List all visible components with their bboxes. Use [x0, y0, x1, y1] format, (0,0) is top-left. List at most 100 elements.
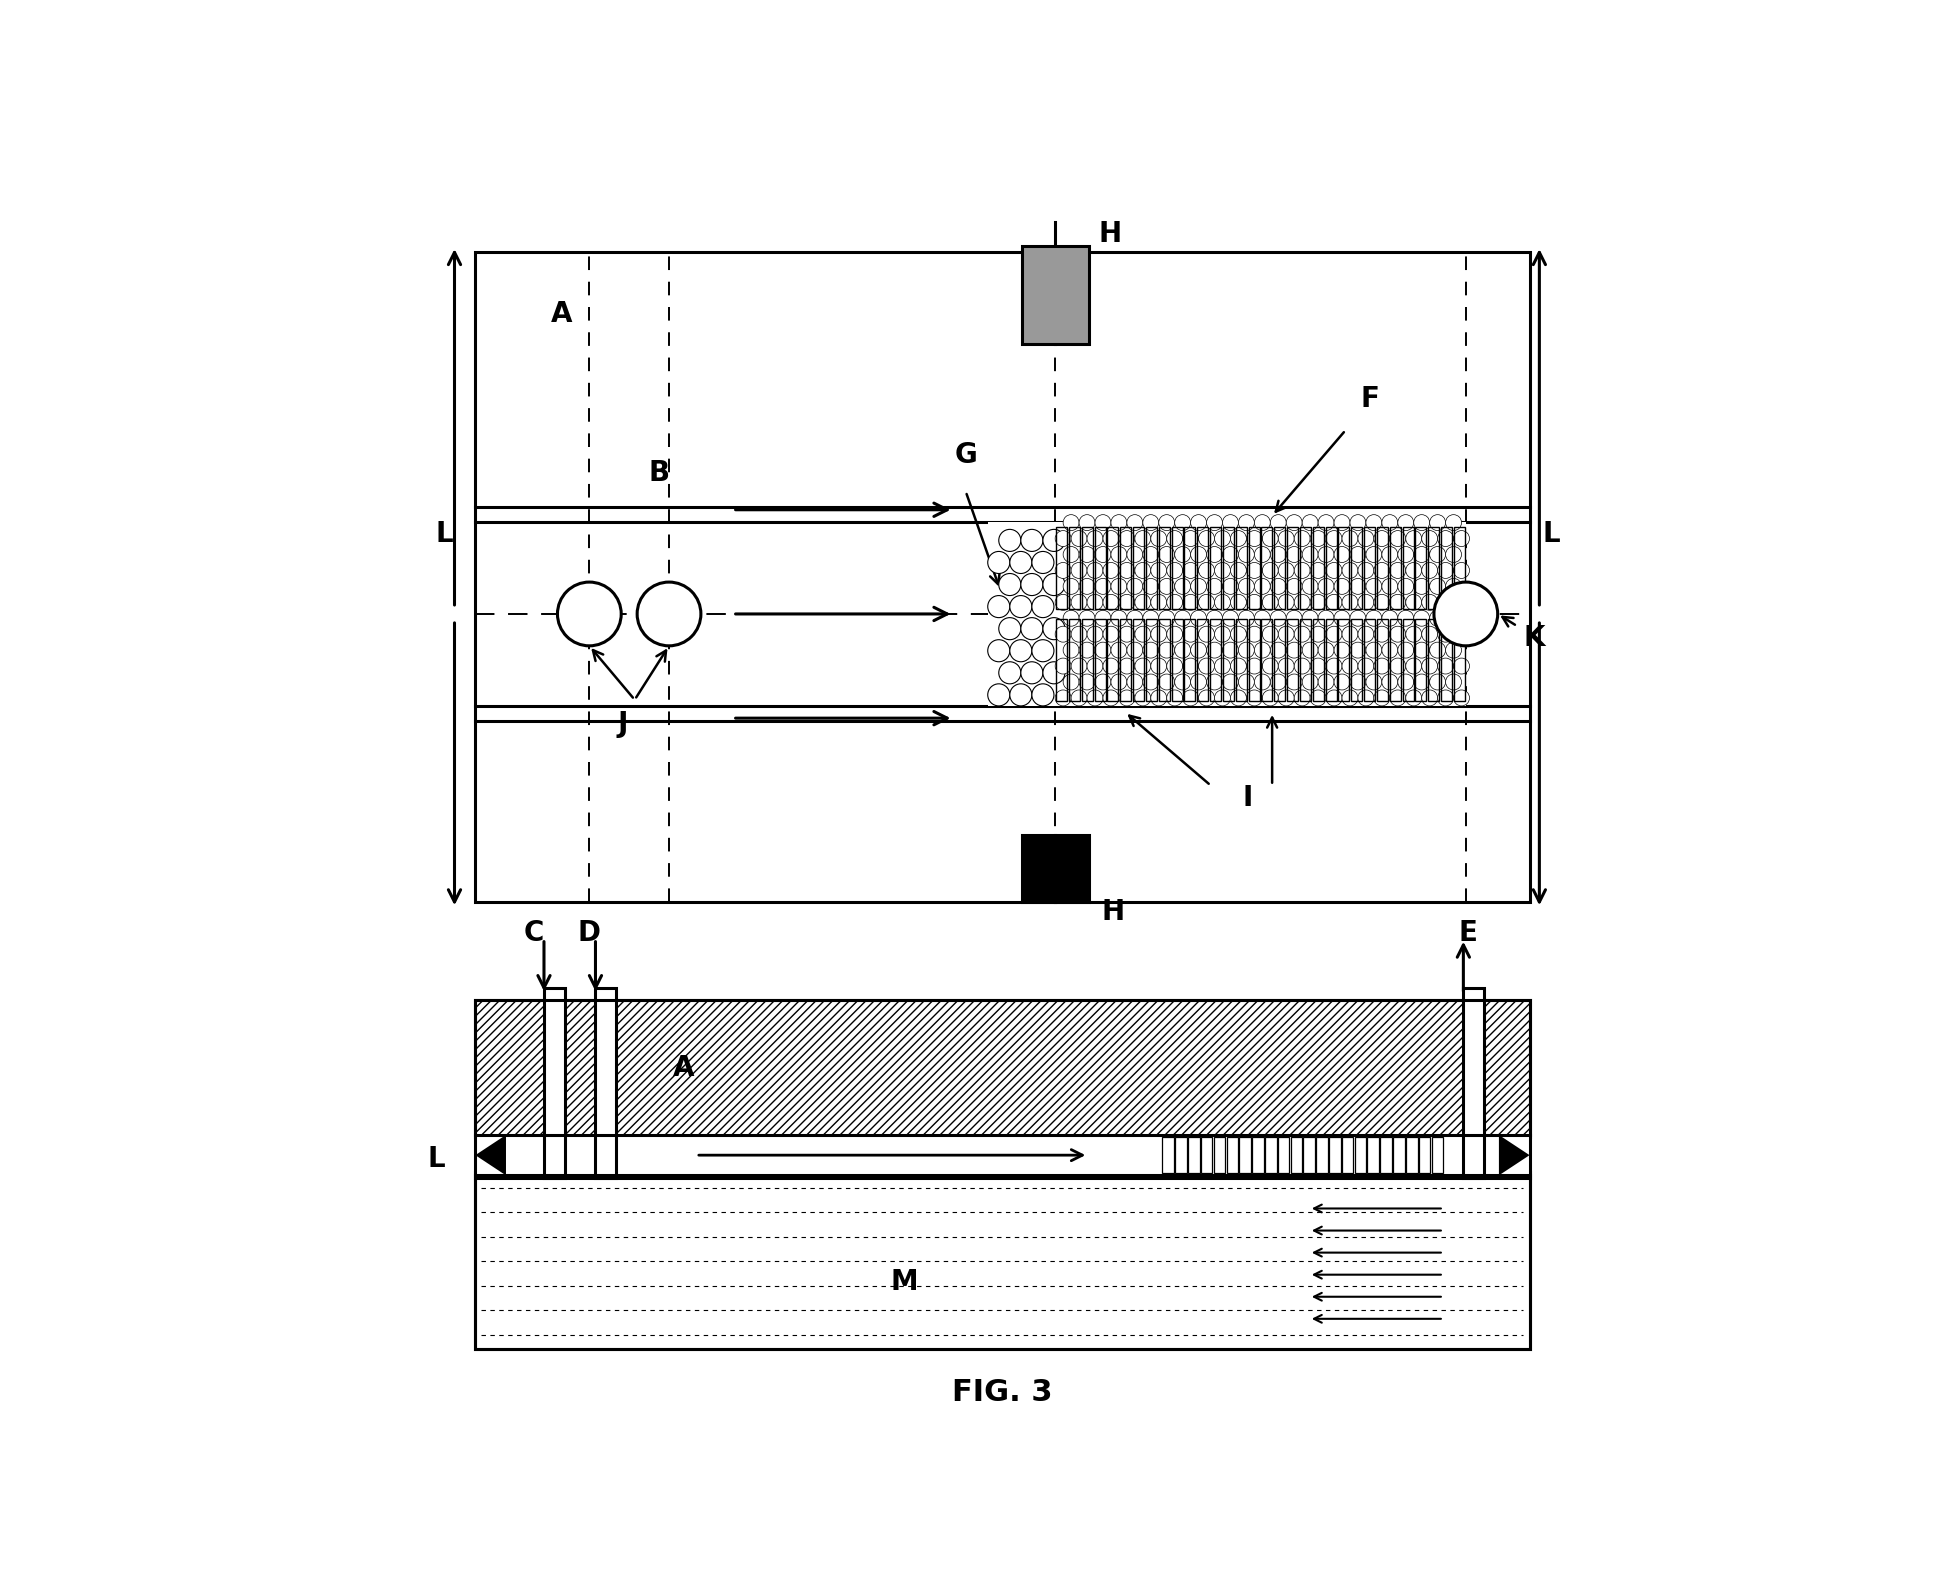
Bar — [1427, 619, 1439, 700]
Bar — [1069, 619, 1079, 700]
Circle shape — [1087, 626, 1103, 642]
Bar — [987, 522, 1054, 705]
Circle shape — [1079, 514, 1095, 530]
Bar — [475, 252, 1529, 903]
Bar — [1341, 1137, 1353, 1173]
Bar — [1380, 1137, 1392, 1173]
Circle shape — [1071, 562, 1087, 578]
Circle shape — [1110, 578, 1126, 594]
Circle shape — [1245, 657, 1261, 673]
Circle shape — [1318, 610, 1333, 626]
Text: FIG. 3: FIG. 3 — [952, 1377, 1052, 1407]
Circle shape — [1206, 673, 1222, 689]
Circle shape — [1380, 578, 1398, 594]
Circle shape — [1165, 530, 1183, 546]
Circle shape — [1064, 673, 1079, 689]
Circle shape — [1333, 546, 1349, 562]
Circle shape — [1206, 578, 1222, 594]
Circle shape — [557, 583, 622, 646]
Text: I: I — [1241, 783, 1251, 812]
Circle shape — [1390, 689, 1406, 705]
Bar — [475, 1000, 1529, 1137]
Circle shape — [1032, 595, 1054, 618]
Circle shape — [1222, 642, 1238, 657]
Bar — [1290, 1137, 1302, 1173]
Circle shape — [1079, 578, 1095, 594]
Circle shape — [1365, 642, 1380, 657]
Circle shape — [1175, 642, 1191, 657]
Circle shape — [1365, 546, 1380, 562]
Circle shape — [1406, 689, 1421, 705]
Circle shape — [1042, 530, 1064, 551]
Circle shape — [1279, 626, 1294, 642]
Bar — [1363, 619, 1374, 700]
Circle shape — [1230, 530, 1245, 546]
Circle shape — [1398, 673, 1413, 689]
Circle shape — [1175, 514, 1191, 530]
Bar — [1054, 522, 1464, 705]
Circle shape — [1421, 530, 1437, 546]
Circle shape — [1110, 642, 1126, 657]
Text: F: F — [1361, 385, 1378, 414]
Bar — [1095, 619, 1105, 700]
Circle shape — [1286, 673, 1302, 689]
Circle shape — [1134, 657, 1150, 673]
Bar — [1222, 619, 1234, 700]
Circle shape — [1333, 642, 1349, 657]
Bar — [594, 987, 616, 1178]
Circle shape — [1191, 514, 1206, 530]
Circle shape — [1325, 657, 1341, 673]
Circle shape — [1238, 514, 1253, 530]
Circle shape — [1095, 578, 1110, 594]
Circle shape — [1095, 546, 1110, 562]
Circle shape — [1341, 626, 1357, 642]
Circle shape — [1318, 673, 1333, 689]
Circle shape — [1206, 546, 1222, 562]
Circle shape — [1294, 689, 1310, 705]
Circle shape — [1341, 657, 1357, 673]
Circle shape — [1269, 546, 1286, 562]
Circle shape — [1310, 594, 1325, 610]
Circle shape — [1134, 530, 1150, 546]
Bar — [1351, 527, 1361, 610]
Circle shape — [1126, 610, 1142, 626]
Bar — [1120, 527, 1130, 610]
Text: H: H — [1099, 220, 1122, 248]
Bar — [1200, 1137, 1212, 1173]
Circle shape — [1302, 514, 1318, 530]
Text: M: M — [890, 1269, 917, 1296]
Bar — [1226, 1137, 1238, 1173]
Circle shape — [1206, 514, 1222, 530]
Circle shape — [1429, 578, 1445, 594]
Circle shape — [1095, 610, 1110, 626]
Circle shape — [1357, 657, 1372, 673]
Circle shape — [1245, 689, 1261, 705]
Bar — [475, 1000, 1529, 1350]
Circle shape — [1142, 578, 1157, 594]
Bar — [1022, 834, 1089, 903]
Circle shape — [1191, 610, 1206, 626]
Circle shape — [1294, 594, 1310, 610]
Circle shape — [1349, 673, 1365, 689]
Circle shape — [1157, 578, 1175, 594]
Circle shape — [1380, 514, 1398, 530]
Circle shape — [1357, 626, 1372, 642]
Bar — [1236, 527, 1245, 610]
Circle shape — [1261, 530, 1279, 546]
Bar — [1210, 619, 1220, 700]
Circle shape — [1445, 642, 1460, 657]
Circle shape — [1261, 689, 1279, 705]
Circle shape — [1087, 657, 1103, 673]
Circle shape — [1118, 657, 1134, 673]
Bar — [1273, 527, 1284, 610]
Circle shape — [1198, 562, 1214, 578]
Bar — [1247, 619, 1259, 700]
Circle shape — [1183, 562, 1198, 578]
Circle shape — [1032, 640, 1054, 662]
Circle shape — [1269, 673, 1286, 689]
Bar — [1316, 1137, 1327, 1173]
Circle shape — [1142, 546, 1157, 562]
Bar — [1415, 527, 1425, 610]
Circle shape — [1413, 514, 1429, 530]
Circle shape — [1245, 530, 1261, 546]
